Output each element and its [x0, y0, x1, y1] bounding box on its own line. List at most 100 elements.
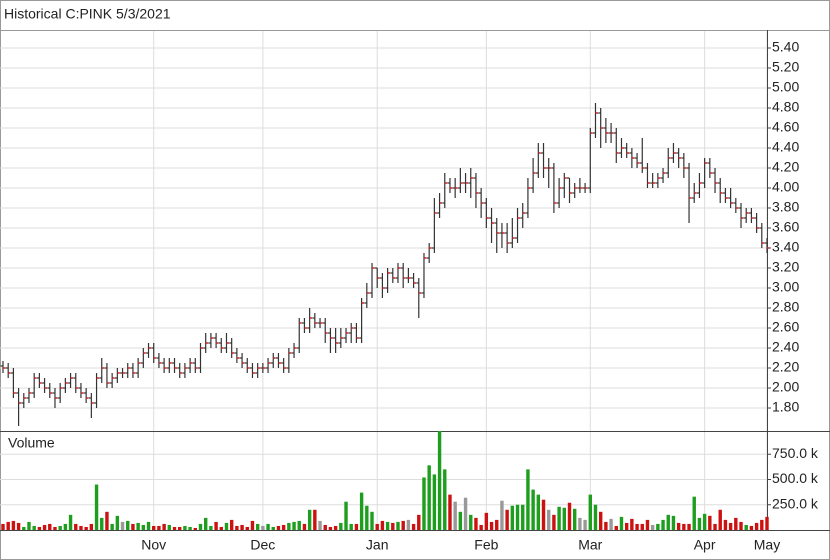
volume-bar [427, 465, 431, 530]
volume-bar [765, 516, 769, 530]
volume-bar [370, 511, 374, 530]
volume-label: Volume [8, 435, 55, 451]
volume-bar [307, 509, 312, 530]
volume-bar [505, 509, 509, 530]
volume-bar [567, 502, 572, 530]
volume-bar [339, 522, 343, 530]
volume-bar [359, 492, 364, 530]
volume-bar [469, 514, 473, 530]
volume-bar [593, 504, 598, 530]
volume-bar [744, 524, 748, 530]
y-tick-label: 5.20 [772, 59, 799, 75]
volume-bar [396, 521, 400, 530]
volume-bar [126, 520, 130, 530]
volume-bar [609, 518, 613, 530]
volume-bar [562, 507, 567, 530]
volume-bar [521, 504, 525, 530]
volume-bar [614, 525, 618, 530]
volume-bar [245, 526, 249, 530]
volume-bar [120, 521, 125, 530]
volume-bar [131, 523, 135, 530]
volume-bar [172, 526, 177, 530]
volume-bar [541, 499, 546, 530]
volume-bar [458, 511, 463, 530]
volume-bar [640, 523, 644, 530]
y-tick-label: 3.00 [772, 279, 799, 295]
volume-bar [443, 469, 447, 530]
volume-bar [94, 484, 99, 530]
volume-bar [760, 519, 764, 530]
volume-bar [32, 525, 36, 530]
volume-bar [11, 520, 16, 530]
x-tick-label: Mar [578, 537, 602, 553]
volume-bar [406, 519, 411, 530]
volume-bar [453, 501, 457, 530]
volume-bar [697, 517, 702, 530]
volume-bar [650, 524, 655, 530]
volume-bar [489, 521, 494, 530]
y-tick-label: 2.40 [772, 339, 799, 355]
volume-bar [344, 501, 348, 530]
volume-bar [240, 524, 244, 530]
volume-bar [754, 522, 759, 530]
volume-bar [63, 523, 68, 530]
volume-bar [58, 525, 62, 530]
volume-bar [48, 523, 52, 530]
volume-bar [432, 474, 437, 530]
volume-bar [635, 523, 639, 530]
volume-bar [297, 520, 301, 530]
volume-bar [261, 525, 265, 530]
volume-bar [229, 519, 234, 530]
volume-bar [598, 511, 603, 530]
volume-bar [578, 517, 582, 530]
volume-bar [687, 523, 691, 530]
volume-bar [89, 523, 94, 530]
volume-bar [1, 523, 5, 530]
volume-bar [183, 525, 187, 530]
volume-bar [661, 519, 665, 530]
y-tick-label: 3.60 [772, 219, 799, 235]
volume-bar [167, 524, 172, 530]
volume-bar [676, 522, 681, 530]
volume-bar [375, 523, 379, 530]
volume-bar [734, 517, 738, 530]
volume-bar [391, 522, 395, 530]
volume-bar [141, 524, 146, 530]
y-tick-label: 3.20 [772, 259, 799, 275]
volume-bar [292, 521, 296, 530]
volume-bar [510, 505, 515, 530]
volume-bar [656, 523, 660, 530]
volume-bar [708, 515, 712, 530]
volume-bar [162, 523, 166, 530]
chart-title: Historical C:PINK 5/3/2021 [4, 6, 171, 22]
volume-bar [37, 526, 42, 530]
volume-bar [250, 520, 255, 530]
volume-bar [214, 521, 218, 530]
volume-bar [645, 519, 650, 530]
volume-bar [484, 512, 489, 530]
volume-bar [6, 521, 10, 530]
volume-bar [588, 494, 592, 530]
y-tick-label: 3.80 [772, 199, 799, 215]
volume-bar [22, 526, 26, 530]
volume-bar [68, 514, 73, 530]
y-tick-label: 2.00 [772, 379, 799, 395]
y-tick-label: 5.40 [772, 39, 799, 55]
volume-bar [323, 524, 327, 530]
y-tick-label: 5.00 [772, 79, 799, 95]
volume-bar [547, 509, 551, 530]
volume-bar [74, 523, 78, 530]
volume-bar [619, 516, 624, 530]
volume-bar [110, 523, 114, 530]
volume-bar [287, 522, 291, 530]
volume-bar [422, 477, 426, 530]
volume-bar [448, 494, 452, 530]
y-tick-label: 500.0 k [772, 470, 819, 486]
x-tick-label: Apr [694, 537, 716, 553]
y-tick-label: 250.0 k [772, 495, 819, 511]
volume-bar [739, 521, 743, 530]
volume-bar [79, 525, 83, 530]
y-tick-label: 4.00 [772, 179, 799, 195]
